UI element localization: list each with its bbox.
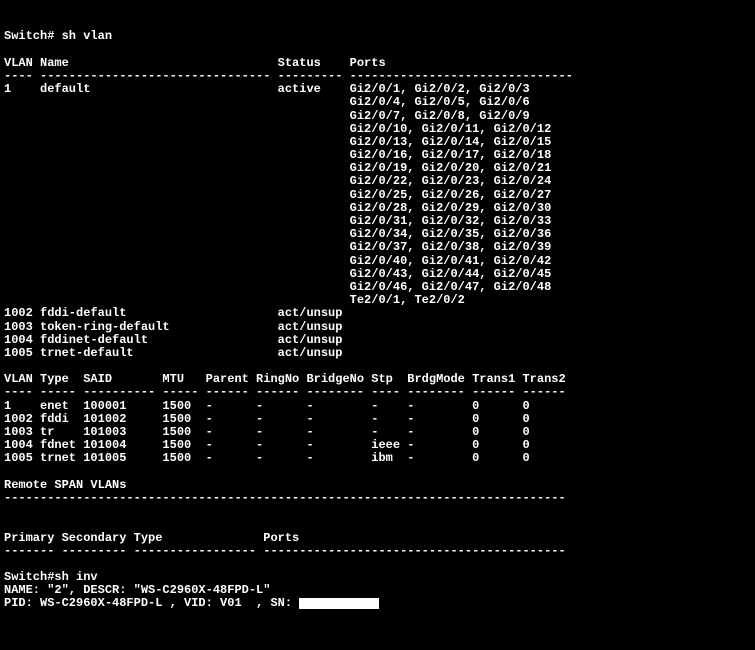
vlan-row: Gi2/0/22, Gi2/0/23, Gi2/0/24 — [4, 174, 551, 188]
vlan-table-header: VLAN Name Status Ports — [4, 56, 386, 70]
vlan-row: Gi2/0/37, Gi2/0/38, Gi2/0/39 — [4, 240, 551, 254]
prompt-line: Switch# sh vlan — [4, 29, 112, 43]
vlan-row: Gi2/0/4, Gi2/0/5, Gi2/0/6 — [4, 95, 530, 109]
type-table-header: VLAN Type SAID MTU Parent RingNo BridgeN… — [4, 372, 566, 386]
vlan-row: Gi2/0/10, Gi2/0/11, Gi2/0/12 — [4, 122, 551, 136]
vlan-row: 1003 token-ring-default act/unsup — [4, 320, 342, 334]
type-row: 1003 tr 101003 1500 - - - - - 0 0 — [4, 425, 530, 439]
vlan-table-rule: ---- -------------------------------- --… — [4, 69, 573, 83]
vlan-row: Gi2/0/31, Gi2/0/32, Gi2/0/33 — [4, 214, 551, 228]
vlan-row: Gi2/0/13, Gi2/0/14, Gi2/0/15 — [4, 135, 551, 149]
type-row: 1002 fddi 101002 1500 - - - - - 0 0 — [4, 412, 530, 426]
vlan-row: Gi2/0/19, Gi2/0/20, Gi2/0/21 — [4, 161, 551, 175]
vlan-row: 1005 trnet-default act/unsup — [4, 346, 342, 360]
type-row: 1004 fdnet 101004 1500 - - - ieee - 0 0 — [4, 438, 530, 452]
terminal-output[interactable]: Switch# sh vlan VLAN Name Status Ports -… — [4, 30, 751, 610]
vlan-row: Gi2/0/40, Gi2/0/41, Gi2/0/42 — [4, 254, 551, 268]
inventory-line: NAME: "2", DESCR: "WS-C2960X-48FPD-L" — [4, 583, 270, 597]
vlan-row: Gi2/0/25, Gi2/0/26, Gi2/0/27 — [4, 188, 551, 202]
inventory-line: PID: WS-C2960X-48FPD-L , VID: V01 , SN: — [4, 596, 299, 610]
prompt-line: Switch#sh inv — [4, 570, 98, 584]
vlan-row: 1004 fddinet-default act/unsup — [4, 333, 342, 347]
vlan-row: Gi2/0/46, Gi2/0/47, Gi2/0/48 — [4, 280, 551, 294]
remote-span-heading: Remote SPAN VLANs — [4, 478, 126, 492]
vlan-row: Gi2/0/43, Gi2/0/44, Gi2/0/45 — [4, 267, 551, 281]
vlan-row: Gi2/0/34, Gi2/0/35, Gi2/0/36 — [4, 227, 551, 241]
private-vlan-rule: ------- --------- ----------------- ----… — [4, 544, 566, 558]
type-row: 1005 trnet 101005 1500 - - - ibm - 0 0 — [4, 451, 530, 465]
private-vlan-header: Primary Secondary Type Ports — [4, 531, 299, 545]
vlan-row: 1 default active Gi2/0/1, Gi2/0/2, Gi2/0… — [4, 82, 530, 96]
vlan-row: Gi2/0/16, Gi2/0/17, Gi2/0/18 — [4, 148, 551, 162]
remote-span-rule: ----------------------------------------… — [4, 491, 566, 505]
redacted-serial — [299, 598, 379, 609]
vlan-row: Te2/0/1, Te2/0/2 — [4, 293, 465, 307]
vlan-row: Gi2/0/28, Gi2/0/29, Gi2/0/30 — [4, 201, 551, 215]
vlan-row: 1002 fddi-default act/unsup — [4, 306, 342, 320]
type-row: 1 enet 100001 1500 - - - - - 0 0 — [4, 399, 530, 413]
vlan-row: Gi2/0/7, Gi2/0/8, Gi2/0/9 — [4, 109, 530, 123]
type-table-rule: ---- ----- ---------- ----- ------ -----… — [4, 385, 566, 399]
